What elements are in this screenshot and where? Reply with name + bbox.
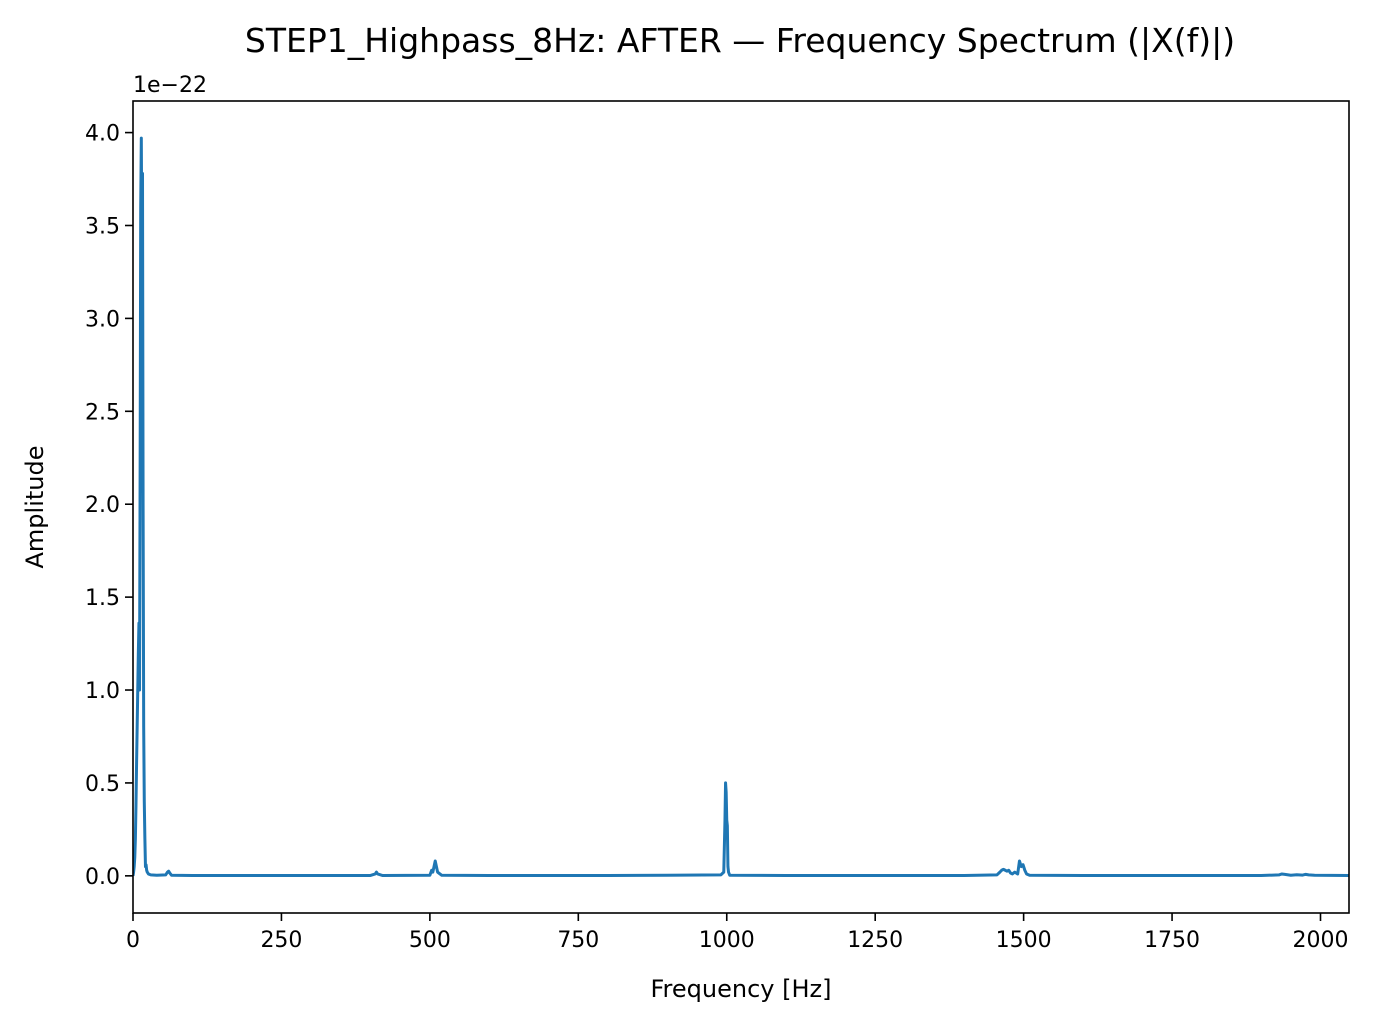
y-axis: 0.0 0.5 1.0 1.5 2.0 2.5 3.0 3.5 4.0 (85, 122, 133, 890)
x-tick-label: 500 (409, 928, 451, 953)
chart-title: STEP1_Highpass_8Hz: AFTER — Frequency Sp… (245, 21, 1235, 60)
x-axis: 0 250 500 750 1000 1250 1500 1750 2000 (126, 913, 1349, 953)
y-offset-label: 1e−22 (133, 73, 207, 98)
plot-frame (132, 100, 1350, 914)
y-tick-label: 4.0 (85, 122, 120, 147)
x-tick-label: 1750 (1144, 928, 1200, 953)
y-axis-label: Amplitude (21, 446, 49, 569)
y-tick-label: 3.5 (85, 214, 120, 239)
y-tick-label: 2.5 (85, 400, 120, 425)
spectrum-line (133, 136, 1349, 877)
y-tick-label: 0.5 (85, 772, 120, 797)
x-tick-label: 750 (557, 928, 599, 953)
y-tick-label: 3.0 (85, 307, 120, 332)
y-tick-label: 1.5 (85, 586, 120, 611)
x-axis-label: Frequency [Hz] (651, 975, 832, 1003)
x-tick-label: 2000 (1293, 928, 1349, 953)
plot-area (133, 136, 1349, 877)
x-tick-label: 0 (126, 928, 140, 953)
y-tick-label: 1.0 (85, 679, 120, 704)
y-tick-label: 2.0 (85, 493, 120, 518)
x-tick-label: 1000 (699, 928, 755, 953)
x-tick-label: 1250 (847, 928, 903, 953)
x-tick-label: 250 (260, 928, 302, 953)
y-tick-label: 0.0 (85, 865, 120, 890)
x-tick-label: 1500 (996, 928, 1052, 953)
